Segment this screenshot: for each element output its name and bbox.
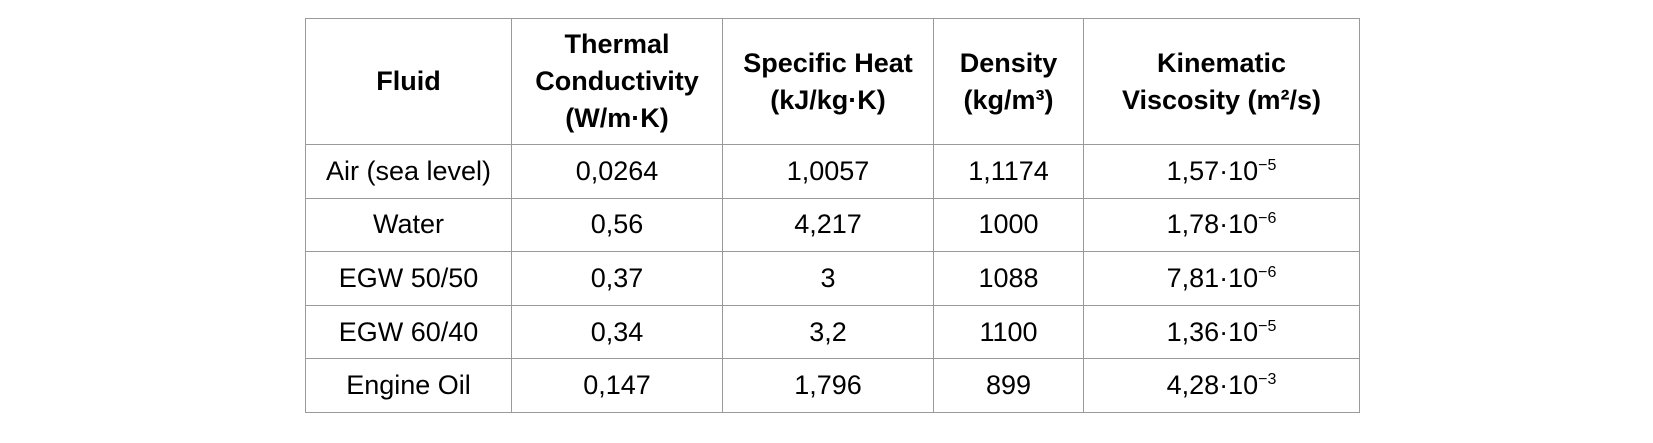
header-density: Density (kg/m³) <box>933 18 1084 145</box>
viscosity-mantissa: 1,36·10 <box>1166 316 1259 347</box>
cell-thermal-conductivity: 0,56 <box>511 197 723 253</box>
cell-density: 1000 <box>933 197 1084 253</box>
cell-thermal-conductivity: 0,34 <box>511 304 723 360</box>
cell-fluid: EGW 60/40 <box>305 304 512 360</box>
header-thermal-conductivity-unit: (W/m·K) <box>565 103 669 133</box>
cell-fluid: Air (sea level) <box>305 144 512 199</box>
cell-kinematic-viscosity: 7,81·10−6 <box>1083 251 1360 306</box>
viscosity-exponent: −3 <box>1258 371 1277 389</box>
cell-kinematic-viscosity: 1,36·10−5 <box>1083 304 1360 360</box>
header-density-unit: (kg/m³) <box>963 84 1054 115</box>
viscosity-exponent: −6 <box>1258 263 1277 281</box>
viscosity-mantissa: 1,57·10 <box>1166 155 1259 186</box>
header-thermal-conductivity-line: Conductivity <box>535 66 699 96</box>
cell-kinematic-viscosity: 1,57·10−5 <box>1083 144 1360 199</box>
fluid-properties-table: Fluid Thermal Conductivity (W/m·K) Speci… <box>305 18 1360 413</box>
cell-specific-heat: 4,217 <box>722 197 934 253</box>
header-fluid-line: Fluid <box>376 66 441 96</box>
viscosity-exponent: −5 <box>1258 156 1277 174</box>
header-row: Fluid Thermal Conductivity (W/m·K) Speci… <box>305 18 1360 145</box>
cell-specific-heat: 3,2 <box>722 304 934 360</box>
cell-specific-heat: 3 <box>722 251 934 306</box>
cell-kinematic-viscosity: 1,78·10−6 <box>1083 197 1360 253</box>
cell-density: 1100 <box>933 304 1084 360</box>
table-row: EGW 60/40 0,34 3,2 1100 1,36·10−5 <box>305 304 1360 360</box>
viscosity-mantissa: 4,28·10 <box>1166 370 1259 401</box>
cell-thermal-conductivity: 0,37 <box>511 251 723 306</box>
viscosity-exponent: −6 <box>1258 210 1277 228</box>
cell-fluid: Engine Oil <box>305 358 512 413</box>
table-row: Air (sea level) 0,0264 1,0057 1,1174 1,5… <box>305 144 1360 199</box>
header-thermal-conductivity: Thermal Conductivity (W/m·K) <box>511 18 723 145</box>
header-specific-heat-line: Specific Heat <box>743 47 913 78</box>
cell-density: 1,1174 <box>933 144 1084 199</box>
cell-specific-heat: 1,0057 <box>722 144 934 199</box>
header-specific-heat-unit: (kJ/kg·K) <box>770 84 886 115</box>
cell-fluid: Water <box>305 197 512 253</box>
cell-density: 899 <box>933 358 1084 413</box>
table-row: Water 0,56 4,217 1000 1,78·10−6 <box>305 197 1360 253</box>
table-row: Engine Oil 0,147 1,796 899 4,28·10−3 <box>305 358 1360 413</box>
viscosity-mantissa: 1,78·10 <box>1166 209 1259 240</box>
cell-specific-heat: 1,796 <box>722 358 934 413</box>
header-kinematic-viscosity: Kinematic Viscosity (m²/s) <box>1083 18 1360 145</box>
header-thermal-conductivity-line: Thermal <box>564 29 670 59</box>
header-density-line: Density <box>959 47 1058 78</box>
header-kinematic-viscosity-line: Kinematic <box>1156 47 1287 78</box>
cell-thermal-conductivity: 0,0264 <box>511 144 723 199</box>
cell-thermal-conductivity: 0,147 <box>511 358 723 413</box>
header-fluid: Fluid <box>305 18 512 145</box>
header-specific-heat: Specific Heat (kJ/kg·K) <box>722 18 934 145</box>
table-row: EGW 50/50 0,37 3 1088 7,81·10−6 <box>305 251 1360 306</box>
viscosity-exponent: −5 <box>1258 317 1277 335</box>
cell-density: 1088 <box>933 251 1084 306</box>
header-kinematic-viscosity-unit: Viscosity (m²/s) <box>1121 84 1322 115</box>
cell-kinematic-viscosity: 4,28·10−3 <box>1083 358 1360 413</box>
cell-fluid: EGW 50/50 <box>305 251 512 306</box>
viscosity-mantissa: 7,81·10 <box>1166 262 1259 293</box>
